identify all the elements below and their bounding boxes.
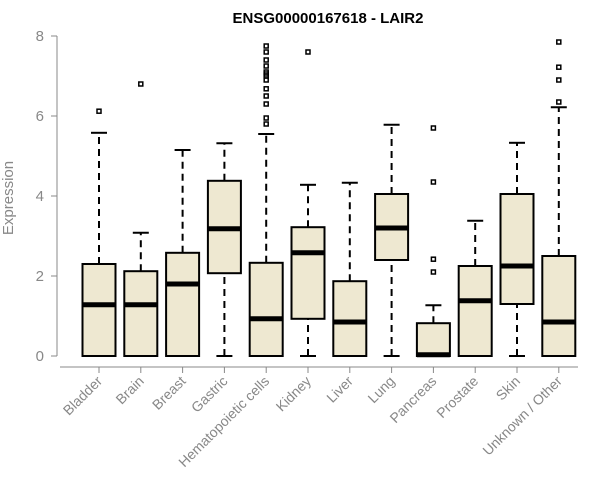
- x-tick-label: Bladder: [60, 373, 106, 419]
- box-group: [81, 108, 117, 357]
- iqr-box: [415, 322, 451, 358]
- y-tick-label: 6: [36, 108, 44, 125]
- iqr-box: [290, 226, 326, 320]
- outlier-point: [263, 49, 269, 55]
- outlier-point: [430, 179, 437, 185]
- y-tick-label: 4: [36, 188, 44, 205]
- iqr-box: [123, 270, 159, 358]
- iqr-box: [499, 193, 535, 305]
- outlier-point: [96, 108, 102, 114]
- outlier-point: [430, 256, 437, 262]
- outlier-point: [263, 69, 269, 75]
- box-group: [374, 123, 410, 357]
- y-tick-label: 0: [36, 348, 44, 365]
- box-group: [165, 149, 201, 357]
- outlier-point: [263, 115, 269, 121]
- y-axis-label: Expression: [0, 161, 17, 235]
- x-tick-label: Skin: [493, 373, 524, 404]
- outlier-point: [305, 49, 311, 55]
- chart-title: ENSG00000167618 - LAIR2: [233, 10, 424, 27]
- iqr-box: [165, 251, 201, 357]
- outlier-point: [430, 125, 437, 131]
- outlier-point: [556, 64, 562, 70]
- boxes-layer: [81, 39, 577, 358]
- box-group: [499, 141, 535, 357]
- box-group: [541, 39, 577, 357]
- outlier-point: [556, 77, 562, 83]
- box-group: [290, 49, 326, 357]
- box-group: [206, 142, 242, 357]
- y-tick-label: 2: [36, 268, 44, 285]
- outlier-point: [263, 86, 269, 92]
- iqr-box: [457, 265, 493, 357]
- x-tick-label: Lung: [364, 373, 397, 406]
- box-group: [415, 125, 451, 358]
- iqr-box: [541, 255, 577, 357]
- x-tick-label: Breast: [149, 373, 189, 413]
- outlier-point: [263, 121, 269, 127]
- outlier-point: [263, 57, 269, 63]
- box-group: [332, 181, 368, 358]
- x-tick-label: Brain: [112, 373, 146, 407]
- box-group: [248, 43, 284, 357]
- y-tick-label: 8: [36, 28, 44, 45]
- x-tick-label: Prostate: [433, 373, 481, 421]
- outlier-point: [263, 63, 269, 69]
- iqr-box: [81, 263, 117, 357]
- iqr-box: [248, 261, 284, 357]
- x-tick-label: Unknown / Other: [479, 373, 565, 459]
- x-tick-label: Kidney: [273, 373, 315, 415]
- outlier-point: [263, 101, 269, 107]
- outlier-point: [263, 43, 269, 49]
- y-ticks: 0 2 4 6 8: [36, 28, 57, 365]
- iqr-box: [332, 280, 368, 358]
- box-group: [123, 81, 159, 358]
- outlier-point: [556, 39, 562, 45]
- outlier-point: [556, 99, 562, 105]
- outlier-point: [263, 93, 269, 99]
- x-tick-label: Liver: [323, 373, 356, 406]
- box-group: [457, 219, 493, 357]
- outlier-point: [138, 81, 144, 87]
- outlier-point: [430, 269, 437, 275]
